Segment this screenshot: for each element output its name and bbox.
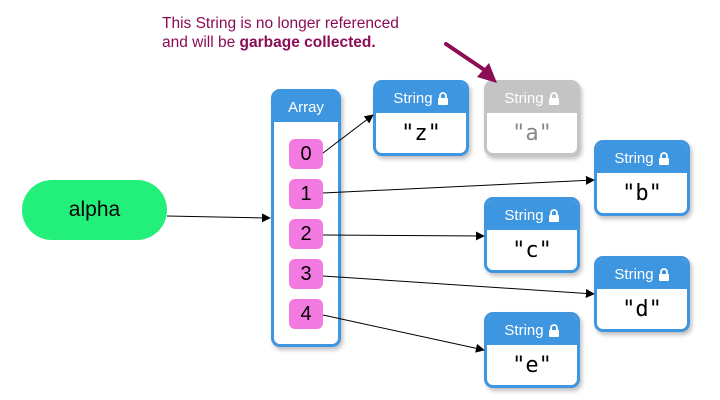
lock-icon xyxy=(658,151,669,165)
string-header: String xyxy=(487,315,577,345)
string-value: "a" xyxy=(512,120,552,146)
lock-icon xyxy=(437,91,448,105)
arrow-alpha-to-array xyxy=(166,213,271,223)
string-header: String xyxy=(376,83,466,113)
gc-annotation: This String is no longer referenced and … xyxy=(162,14,472,52)
lock-icon xyxy=(658,267,669,281)
array-index-4: 4 xyxy=(289,299,323,329)
string-object-a-garbage: String "a" xyxy=(484,80,580,156)
string-type-label: String xyxy=(614,265,654,283)
annotation-line-1: This String is no longer referenced xyxy=(162,15,399,32)
string-value: "c" xyxy=(512,237,552,263)
string-object-c: String "c" xyxy=(484,197,580,273)
array-index-0: 0 xyxy=(289,139,323,169)
variable-alpha: alpha xyxy=(22,180,167,240)
string-value: "z" xyxy=(401,120,441,146)
string-value: "b" xyxy=(622,180,662,206)
lock-icon xyxy=(548,323,559,337)
string-type-label: String xyxy=(504,321,544,339)
callout-arrow-icon xyxy=(444,42,497,83)
arrow-index4-to-e xyxy=(322,314,485,353)
string-type-label: String xyxy=(504,206,544,224)
string-type-label: String xyxy=(614,149,654,167)
arrow-index3-to-d xyxy=(322,275,595,298)
arrow-index1-to-b xyxy=(322,175,595,194)
string-header: String xyxy=(487,200,577,230)
annotation-line-2: and will be garbage collected. xyxy=(162,33,472,52)
string-object-z: String "z" xyxy=(373,80,469,156)
string-object-e: String "e" xyxy=(484,312,580,388)
array-header: Array xyxy=(274,92,338,122)
array-index-1: 1 xyxy=(289,179,323,209)
array-object: Array xyxy=(271,89,341,347)
string-header: String xyxy=(597,259,687,289)
annotation-emphasis: garbage collected. xyxy=(239,34,376,51)
string-header: String xyxy=(487,83,577,113)
string-object-d: String "d" xyxy=(594,256,690,332)
array-index-3: 3 xyxy=(289,259,323,289)
string-type-label: String xyxy=(393,89,433,107)
variable-name: alpha xyxy=(68,198,121,221)
string-object-b: String "b" xyxy=(594,140,690,216)
lock-icon xyxy=(548,91,559,105)
arrow-index2-to-c xyxy=(322,231,485,241)
lock-icon xyxy=(548,208,559,222)
string-header: String xyxy=(597,143,687,173)
string-value: "d" xyxy=(622,296,662,322)
array-index-2: 2 xyxy=(289,219,323,249)
annotation-line-2-prefix: and will be xyxy=(162,34,240,51)
string-value: "e" xyxy=(512,352,552,378)
string-type-label: String xyxy=(504,89,544,107)
arrow-index0-to-z xyxy=(322,114,374,154)
